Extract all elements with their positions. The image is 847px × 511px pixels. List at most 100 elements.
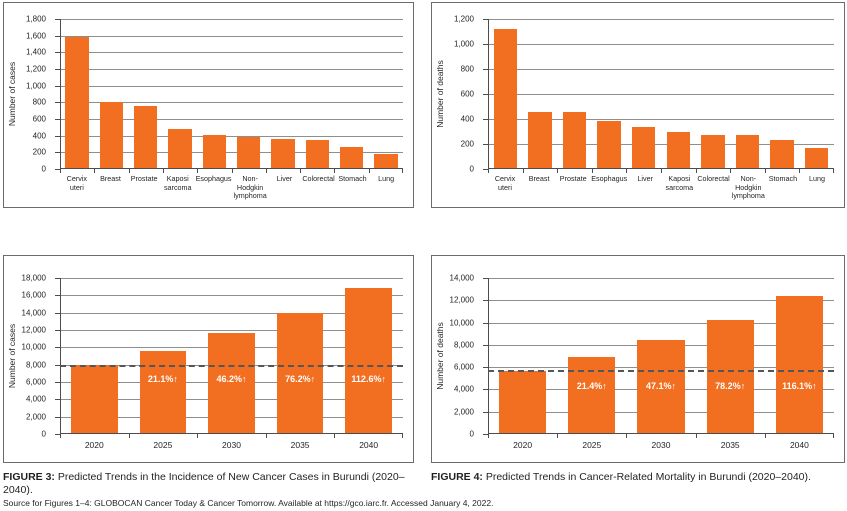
bar-cervix-uteri (65, 37, 89, 169)
bar-percent-label: 46.2%↑ (216, 373, 247, 384)
bar-2040 (345, 287, 393, 434)
y-tick-label: 6,000 (453, 362, 474, 372)
y-tick-mark (483, 19, 488, 20)
y-tick-label: 200 (32, 147, 46, 157)
gridline (60, 119, 403, 120)
y-tick-label: 6,000 (25, 377, 46, 387)
figure4-text: Predicted Trends in Cancer-Related Morta… (485, 471, 811, 483)
x-axis-labels: 2020 2025 2030 2035 2040 (488, 440, 834, 450)
gridline (488, 94, 834, 95)
x-label-colorectal: Colorectal (697, 174, 730, 183)
x-tick-mark (402, 169, 403, 173)
gridline (488, 144, 834, 145)
bar-lung (804, 148, 829, 169)
baseline-dashed-line (488, 369, 834, 372)
bar-prostate (562, 112, 587, 169)
x-tick-mark (626, 434, 628, 438)
y-tick-mark (483, 322, 488, 324)
y-tick-mark (55, 152, 60, 154)
x-label-liver: Liver (276, 174, 293, 183)
x-label-2020: 2020 (84, 440, 104, 450)
y-tick-mark (55, 52, 60, 54)
y-tick-label: 200 (460, 139, 474, 149)
y-tick-label: 18,000 (21, 273, 46, 283)
y-tick-mark (55, 35, 60, 37)
y-tick-label: 1,400 (25, 47, 46, 57)
y-tick-mark (55, 295, 60, 297)
y-tick-mark (55, 434, 60, 435)
bar-stomach (770, 139, 794, 169)
bar-non-hodgkin-lymphoma (735, 135, 760, 169)
x-tick-mark (799, 169, 801, 173)
y-tick-label: 14,000 (21, 308, 46, 318)
x-axis-labels: Cervix uteri Breast Prostate Esophagus Liver… (488, 174, 834, 201)
x-tick-mark (626, 169, 628, 173)
x-axis-line (488, 168, 834, 169)
y-axis-line (488, 278, 489, 434)
gridline (488, 44, 834, 45)
bar-2025 (568, 357, 616, 434)
plot-area: 21.1%↑ 46.2%↑ 76.2%↑ 112.6%↑ (55, 278, 403, 438)
x-tick-mark (128, 434, 130, 438)
bar-2025 (139, 350, 187, 434)
x-label-lung: Lung (808, 174, 825, 183)
x-label-colorectal: Colorectal (302, 174, 335, 183)
bar-esophagus (597, 120, 621, 169)
x-label-2040: 2040 (359, 440, 379, 450)
x-label-lung: Lung (378, 174, 395, 183)
x-tick-mark (730, 169, 732, 173)
gridline (60, 19, 403, 20)
y-axis-line (60, 278, 61, 434)
gridline (488, 69, 834, 70)
y-tick-mark (55, 416, 60, 418)
gridline (488, 278, 834, 279)
x-tick-mark (334, 169, 336, 173)
gridline (60, 278, 403, 279)
bar-liver (271, 139, 295, 169)
y-tick-mark (55, 102, 60, 104)
x-label-2020: 2020 (513, 440, 533, 450)
gridline (488, 19, 834, 20)
baseline-dashed-line (60, 365, 403, 368)
y-axis-ticks: 0 2,000 4,000 6,000 8,000 10,000 12,000 14,000 1… (4, 274, 54, 439)
y-tick-label: 8,000 (453, 340, 474, 350)
x-label-breast: Breast (100, 174, 121, 183)
y-tick-label: 1,000 (25, 81, 46, 91)
x-label-non-hodgkin-lymphoma: Non-Hodgkin lymphoma (233, 174, 267, 201)
y-tick-label: 14,000 (449, 273, 474, 283)
x-label-2035: 2035 (290, 440, 310, 450)
y-tick-mark (483, 434, 488, 435)
y-tick-mark (483, 300, 488, 302)
figure4-label: FIGURE 4: (431, 471, 483, 483)
x-axis-labels: Cervix uteri Breast Prostate Kaposi sarcoma… (60, 174, 403, 201)
y-tick-mark (483, 119, 488, 120)
x-tick-mark (488, 169, 489, 173)
x-tick-mark (833, 169, 834, 173)
y-tick-label: 4,000 (453, 384, 474, 394)
y-tick-mark (483, 169, 488, 170)
y-tick-label: 1,200 (25, 64, 46, 74)
gridline (60, 52, 403, 54)
x-tick-mark (60, 169, 61, 173)
x-label-cervix-uteri: Cervix uteri (66, 174, 87, 192)
x-axis-labels: 2020 2025 2030 2035 2040 (60, 440, 403, 450)
y-axis-ticks: 0 2,000 4,000 6,000 8,000 10,000 12,000 14,000 (432, 274, 482, 439)
bar-percent-label: 76.2%↑ (285, 373, 316, 384)
y-tick-label: 1,000 (453, 39, 474, 49)
bar-liver (631, 127, 656, 169)
bar-breast (528, 111, 552, 169)
x-label-esophagus: Esophagus (591, 174, 628, 183)
gridline (60, 330, 403, 331)
y-axis-ticks: 0 200 400 600 800 1,000 1,200 1,400 1,600 1,800 (4, 15, 54, 174)
gridline (488, 119, 834, 120)
x-tick-mark (368, 169, 370, 173)
y-tick-mark (483, 44, 488, 45)
bar-kaposi-sarcoma (168, 129, 192, 169)
y-tick-label: 1,600 (25, 31, 46, 41)
y-tick-mark (55, 312, 60, 314)
source-note: Source for Figures 1–4: GLOBOCAN Cancer … (3, 498, 494, 508)
x-tick-mark (60, 434, 61, 438)
gridline (488, 300, 834, 302)
y-tick-mark (55, 278, 60, 279)
